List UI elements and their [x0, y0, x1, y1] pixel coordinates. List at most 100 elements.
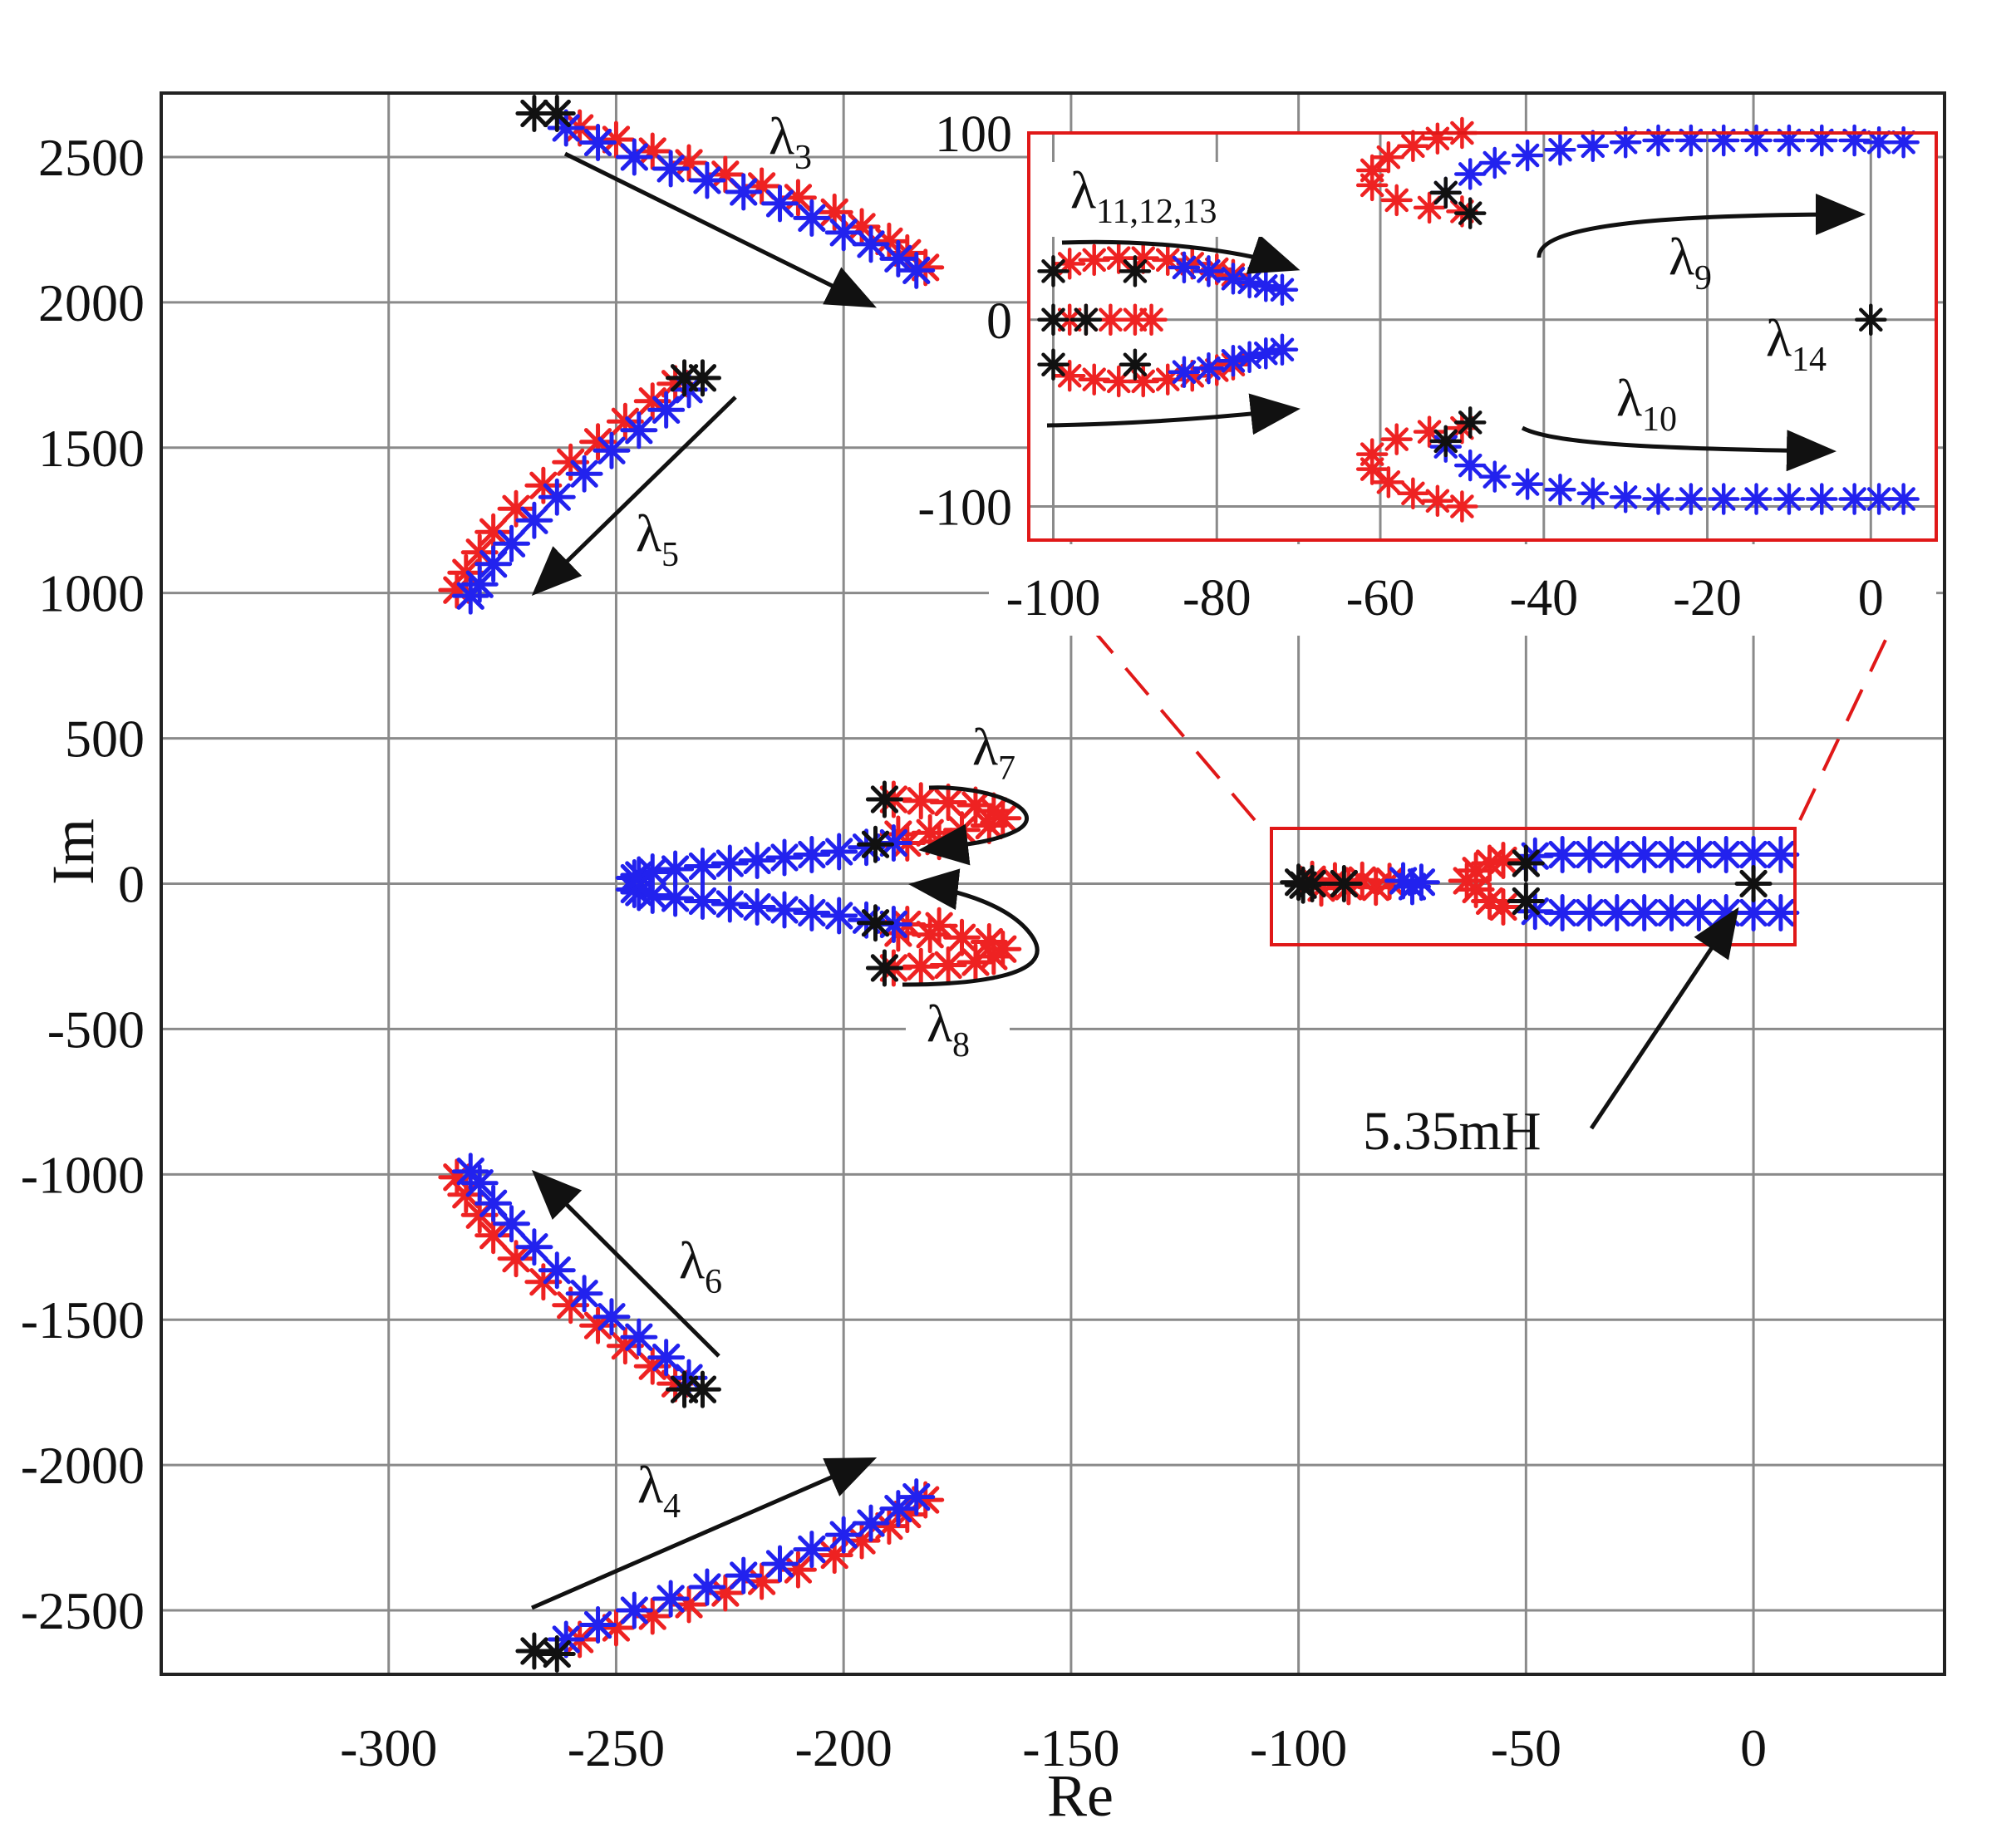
data-point	[1544, 133, 1576, 166]
series--11-12-13-lower-blue	[1168, 333, 1299, 388]
data-point	[1453, 406, 1487, 439]
data-point	[1625, 893, 1664, 931]
data-point	[1740, 483, 1773, 515]
data-point	[497, 1240, 535, 1278]
data-point	[579, 1606, 617, 1644]
inset-x-tick-labels: -100 -80 -60 -40 -20 0	[1006, 570, 1884, 627]
data-point	[820, 833, 858, 871]
data-point	[593, 1298, 631, 1336]
data-point	[683, 1370, 721, 1408]
data-point	[856, 904, 894, 942]
y-tick-label: -500	[47, 1000, 145, 1059]
y-tick-label: 2500	[38, 128, 145, 187]
data-point	[1887, 483, 1920, 515]
y-tick-label: -1500	[21, 1290, 145, 1349]
data-point	[451, 577, 489, 615]
series--10-red	[1355, 411, 1478, 523]
data-point	[1576, 477, 1610, 510]
data-point	[970, 922, 1008, 961]
arrow-lambda-5	[531, 396, 737, 596]
data-point	[683, 882, 721, 920]
data-point	[865, 780, 903, 818]
data-point	[852, 1504, 890, 1542]
main-y-tick-labels: 2500 2000 1500 1000 500 0 -500 -1000 -1500 -2000 -…	[21, 128, 145, 1640]
arrow-lambda-3	[563, 151, 877, 308]
label-lambda-7: λ7	[972, 717, 1015, 788]
data-point	[738, 887, 776, 926]
data-point	[1078, 363, 1110, 396]
data-point	[1069, 303, 1103, 337]
data-point	[1478, 460, 1512, 493]
data-point	[1037, 303, 1069, 337]
label-lambda-8: λ8	[927, 994, 970, 1064]
data-point	[765, 838, 804, 877]
data-point	[1372, 140, 1405, 174]
data-point	[711, 844, 749, 882]
data-point	[1544, 474, 1576, 506]
x-tick-label: -250	[568, 1718, 665, 1777]
arrow-lambda-8	[902, 868, 1040, 987]
data-point	[1773, 124, 1806, 157]
label-lambda-3: λ3	[769, 106, 812, 177]
data-point	[652, 1580, 690, 1618]
data-point	[1037, 348, 1069, 381]
data-point	[738, 842, 776, 880]
x-tick-label: -50	[1491, 1718, 1561, 1777]
data-point	[1707, 483, 1740, 515]
data-point	[793, 893, 831, 931]
data-point	[1102, 242, 1135, 274]
data-point	[1135, 303, 1168, 337]
data-point	[1266, 333, 1299, 366]
data-point	[793, 1531, 831, 1569]
data-point	[593, 431, 631, 469]
data-point	[1453, 197, 1487, 229]
data-point	[1838, 124, 1871, 157]
label-lambda-9: λ9	[1669, 227, 1712, 297]
data-point	[652, 150, 690, 188]
data-point	[1762, 893, 1800, 931]
main-plot-frame	[160, 91, 1946, 1676]
label-lambda-11-12-13-background	[1049, 162, 1298, 237]
data-point	[1855, 303, 1887, 337]
data-point	[1484, 887, 1522, 926]
data-point	[865, 949, 903, 987]
data-point	[1355, 169, 1389, 202]
data-point	[1372, 466, 1405, 499]
data-point	[824, 214, 863, 252]
data-point	[1397, 130, 1429, 162]
inset-arrow-lambda-11-12-13-upper	[1061, 234, 1301, 274]
data-point	[1642, 124, 1674, 157]
data-point	[1355, 438, 1389, 470]
data-point	[1674, 483, 1708, 515]
series--5-blue	[451, 371, 708, 615]
data-point	[1357, 868, 1395, 907]
data-point	[1168, 356, 1201, 388]
series--11-12-13-upper-red	[1053, 242, 1250, 292]
label-lambda-5: λ5	[636, 504, 679, 574]
data-point	[615, 1591, 653, 1629]
inset-arrow-lambda-10	[1521, 425, 1837, 472]
data-point	[920, 907, 958, 945]
series--6-blue	[451, 1152, 708, 1397]
data-point	[1598, 893, 1636, 931]
label-lambda-4: λ4	[637, 1455, 681, 1526]
data-point	[1598, 836, 1636, 874]
data-point	[493, 524, 531, 563]
data-point	[656, 879, 695, 917]
x-tick-label: -20	[1673, 570, 1742, 627]
label-lambda-14: λ14	[1766, 308, 1827, 379]
arrow-lambda-4	[531, 1457, 878, 1610]
data-point	[683, 359, 721, 397]
data-point	[1740, 124, 1773, 157]
data-point	[1446, 490, 1478, 523]
y-tick-label: 0	[118, 855, 145, 914]
x-axis-title: Re	[1047, 1762, 1114, 1829]
main-x-tick-labels: -300 -250 -200 -150 -100 -50 0	[340, 1718, 1767, 1777]
data-point	[1053, 359, 1086, 392]
label-lambda-11-12-13: λ11,12,13	[1070, 160, 1217, 231]
x-tick-label: -100	[1006, 570, 1101, 627]
series-start-points	[515, 94, 1773, 1673]
series--10-blue	[1429, 430, 1920, 515]
series--11-12-13-upper-blue	[1168, 251, 1299, 307]
